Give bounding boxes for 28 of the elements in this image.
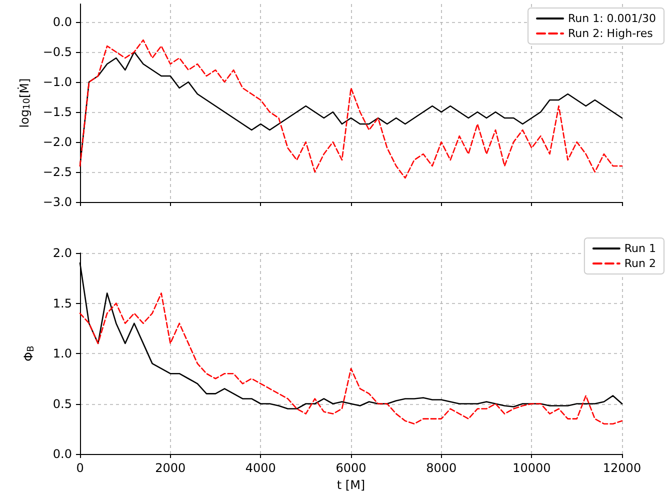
x-tick-label: 2000 [155,461,186,475]
y-tick-label: −0.5 [42,45,72,59]
y-tick-label: −3.0 [42,195,72,209]
legend-label: Run 1 [624,242,656,255]
y-tick-label: 1.0 [52,346,72,360]
x-tick-label: 12000 [602,461,642,475]
y-tick-label: −2.0 [42,135,72,149]
x-tick-label: 0 [76,461,84,475]
y-tick-label: −1.5 [42,105,72,119]
x-tick-label: 4000 [245,461,276,475]
y-tick-label: −1.0 [42,75,72,89]
legend-label: Run 1: 0.001/30 [568,12,656,25]
x-axis-title: t [M] [336,478,366,492]
y-tick-label: 0.5 [52,396,72,411]
y-tick-label: −2.5 [42,165,72,179]
y-tick-label: 0.0 [52,447,72,461]
y-tick-label: 2.0 [52,246,72,260]
line-series [79,292,623,424]
y-axis-title: log10[Ṁ] [17,78,32,128]
legend-label: Run 2: High-res [568,27,654,40]
legend-label: Run 2 [624,257,656,270]
y-tick-label: 0.0 [52,15,72,29]
y-tick-label: 1.5 [52,296,72,310]
x-tick-label: 10000 [512,461,551,475]
line-series [79,39,623,179]
y-axis-title: ΦB [22,346,36,362]
x-tick-label: 8000 [426,461,457,475]
x-tick-label: 6000 [336,461,366,475]
